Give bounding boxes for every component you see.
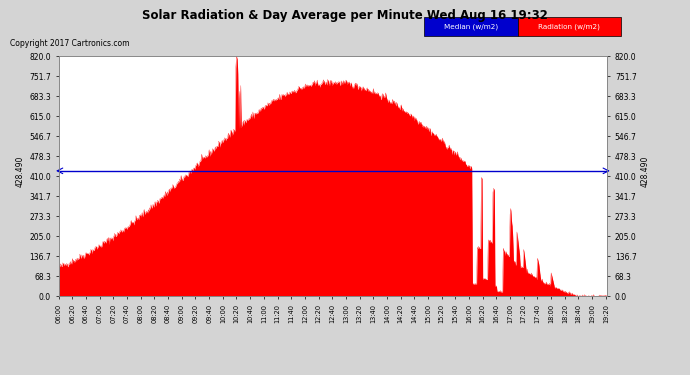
Text: Radiation (w/m2): Radiation (w/m2) (538, 23, 600, 30)
Text: Median (w/m2): Median (w/m2) (444, 23, 498, 30)
Text: Copyright 2017 Cartronics.com: Copyright 2017 Cartronics.com (10, 39, 130, 48)
Text: 428.490: 428.490 (641, 155, 650, 186)
Text: 428.490: 428.490 (16, 155, 25, 186)
Text: Solar Radiation & Day Average per Minute Wed Aug 16 19:32: Solar Radiation & Day Average per Minute… (142, 9, 548, 22)
